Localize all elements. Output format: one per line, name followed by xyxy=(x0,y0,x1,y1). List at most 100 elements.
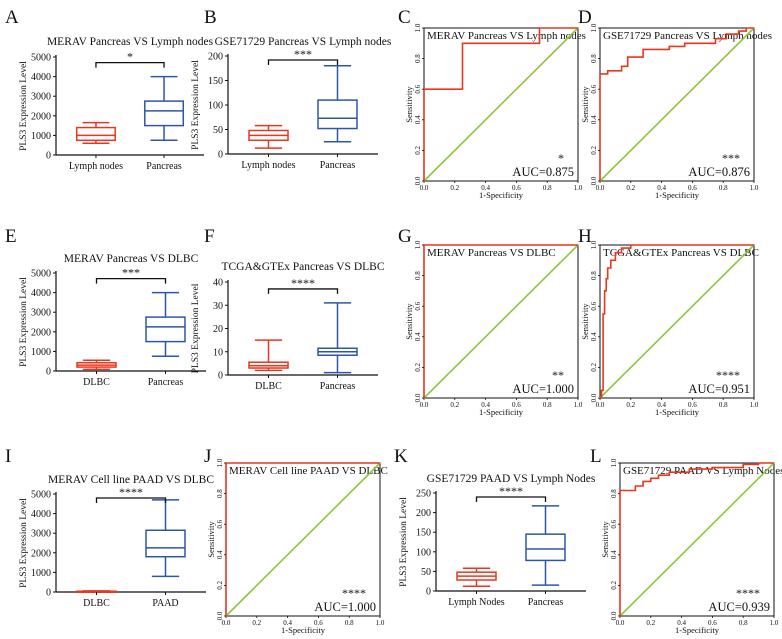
y-tick-label: 1.0 xyxy=(216,458,224,467)
y-axis-label: Sensitivity xyxy=(580,303,590,340)
x-tick-label: Pancreas xyxy=(148,377,184,388)
x-tick-label: 0.2 xyxy=(626,184,635,192)
x-tick-label: 0.2 xyxy=(626,401,635,409)
significance-stars: **** xyxy=(119,485,143,499)
box-iqr xyxy=(144,100,185,127)
y-axis-label: PLS3 Expression Level xyxy=(19,61,29,151)
panel-letter: C xyxy=(398,7,411,28)
x-tick-label: 1.0 xyxy=(376,619,385,627)
panel-letter: A xyxy=(5,7,19,28)
x-axis-label: 1-Specificity xyxy=(655,407,700,417)
y-tick-label: 2000 xyxy=(31,327,51,338)
roc-curve xyxy=(619,462,774,616)
panel-g: G MERAV Pancreas VS DLBC 0.0 0.2 0.4 0.6 0.8 1.… xyxy=(398,226,583,417)
y-tick-label: 0.8 xyxy=(590,54,598,63)
x-tick-label: DLBC xyxy=(83,598,110,609)
y-tick-label: 1000 xyxy=(31,568,51,579)
box-iqr xyxy=(525,533,566,562)
x-tick-label: 0.6 xyxy=(688,401,697,409)
y-tick-label: 0 xyxy=(426,587,431,598)
x-tick-label: 0.4 xyxy=(481,401,490,409)
y-tick-label: 4000 xyxy=(31,72,51,83)
panel-letter: D xyxy=(578,7,592,28)
panel-h: H TCGA&GTEx Pancreas VS DLBC 0.0 0.2 0.4 0.6 0… xyxy=(578,226,759,417)
x-tick-label: DLBC xyxy=(255,381,282,392)
y-tick-label: 4000 xyxy=(31,509,51,520)
box-iqr xyxy=(317,99,358,130)
y-tick-label: 0.8 xyxy=(414,271,422,280)
significance-stars: **** xyxy=(499,484,523,498)
x-tick-label: PAAD xyxy=(152,598,178,609)
y-tick-label: 2000 xyxy=(31,548,51,559)
auc-label: AUC=1.000 xyxy=(314,600,376,614)
x-tick-label: 0.4 xyxy=(283,619,292,627)
panel-e: E MERAV Pancreas VS DLBC PLS3 Expression L… xyxy=(5,226,206,388)
panel-title: TCGA&GTEx Pancreas VS DLBC xyxy=(603,247,759,259)
panel-d: D GSE71729 Pancreas VS Lymph nodes 0.0 0.2 0… xyxy=(578,7,772,200)
x-tick-label: 0.6 xyxy=(512,184,521,192)
y-tick-label: 5000 xyxy=(31,490,51,501)
x-tick-label: 1.0 xyxy=(574,401,583,409)
y-axis-label: Sensitivity xyxy=(600,521,610,558)
x-tick-label: 0.4 xyxy=(657,401,666,409)
y-tick-label: 250 xyxy=(416,489,431,500)
y-tick-label: 200 xyxy=(208,52,223,63)
panel-l: L GSE71729 PAAD VS Lymph Nodes 0.0 0.2 0.4 0.… xyxy=(590,446,782,635)
y-tick-label: 1.0 xyxy=(414,240,422,249)
panel-letter: E xyxy=(5,226,17,247)
y-tick-label: 0.4 xyxy=(414,332,422,341)
box-pancreas xyxy=(317,65,358,143)
auc-label: AUC=0.939 xyxy=(708,600,770,614)
x-tick-label: 0.8 xyxy=(719,184,728,192)
x-tick-label: 1.0 xyxy=(750,401,759,409)
significance-stars: *** xyxy=(294,47,312,61)
x-axis-label: 1-Specificity xyxy=(479,407,524,417)
reference-diagonal xyxy=(225,462,381,617)
significance-bracket xyxy=(267,59,339,65)
x-axis-label: 1-Specificity xyxy=(655,190,700,200)
reference-diagonal xyxy=(599,244,755,399)
box-pancreas xyxy=(317,302,358,374)
x-tick-label: 1.0 xyxy=(574,184,583,192)
x-tick-label: 0.0 xyxy=(420,184,429,192)
y-tick-label: 0 xyxy=(46,367,51,378)
y-tick-label: 4000 xyxy=(31,288,51,299)
significance-bracket xyxy=(95,497,167,503)
box-lymph-nodes xyxy=(75,121,116,144)
y-tick-label: 0 xyxy=(46,588,51,599)
panel-letter: I xyxy=(5,446,11,467)
x-tick-label: DLBC xyxy=(83,377,110,388)
y-tick-label: 0.6 xyxy=(414,84,422,93)
panel-j: J MERAV Cell line PAAD VS DLBC 0.0 0.2 0.4 0.… xyxy=(204,446,388,635)
reference-diagonal xyxy=(599,27,755,182)
y-tick-label: 0.2 xyxy=(216,581,224,590)
panel-letter: J xyxy=(204,446,211,467)
panel-title: MERAV Cell line PAAD VS DLBC xyxy=(48,474,214,486)
roc-curve xyxy=(600,244,754,399)
x-tick-label: 0.8 xyxy=(543,184,552,192)
y-axis-label: Sensitivity xyxy=(580,86,590,123)
y-tick-label: 0.6 xyxy=(590,301,598,310)
y-tick-label: 1.0 xyxy=(414,23,422,32)
y-tick-label: 5000 xyxy=(31,53,51,64)
panel-title: MERAV Cell line PAAD VS DLBC xyxy=(229,465,388,477)
panel-title: MERAV Pancreas VS DLBC xyxy=(427,247,556,259)
auc-label: AUC=0.876 xyxy=(688,165,750,179)
y-axis-label: Sensitivity xyxy=(206,521,216,558)
y-tick-label: 100 xyxy=(208,101,223,112)
significance-bracket xyxy=(95,277,167,284)
y-tick-label: 30 xyxy=(213,301,223,312)
y-tick-label: 1.0 xyxy=(610,458,618,467)
x-tick-label: Pancreas xyxy=(320,160,356,171)
significance-stars: *** xyxy=(722,151,740,165)
panel-letter: H xyxy=(578,226,592,247)
x-tick-label: Pancreas xyxy=(528,597,564,608)
y-tick-label: 150 xyxy=(208,76,223,87)
y-tick-label: 0.0 xyxy=(414,393,422,402)
y-tick-label: 2000 xyxy=(31,111,51,122)
y-tick-label: 0.0 xyxy=(590,176,598,185)
box-pancreas xyxy=(144,75,185,142)
x-tick-label: Pancreas xyxy=(146,161,182,172)
panel-letter: K xyxy=(394,446,408,467)
y-axis-label: PLS3 Expression Level xyxy=(399,497,409,587)
